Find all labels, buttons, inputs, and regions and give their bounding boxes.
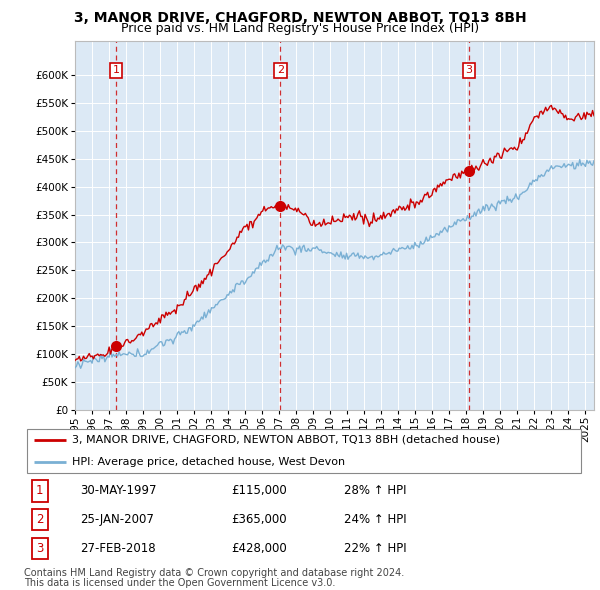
Text: £428,000: £428,000: [232, 542, 287, 555]
FancyBboxPatch shape: [27, 429, 581, 473]
Text: HPI: Average price, detached house, West Devon: HPI: Average price, detached house, West…: [71, 457, 345, 467]
Text: 30-MAY-1997: 30-MAY-1997: [80, 484, 157, 497]
Text: 28% ↑ HPI: 28% ↑ HPI: [344, 484, 406, 497]
Text: 3, MANOR DRIVE, CHAGFORD, NEWTON ABBOT, TQ13 8BH (detached house): 3, MANOR DRIVE, CHAGFORD, NEWTON ABBOT, …: [71, 435, 500, 445]
Text: £115,000: £115,000: [232, 484, 287, 497]
Text: 2: 2: [36, 513, 43, 526]
Text: 3: 3: [36, 542, 43, 555]
Text: 27-FEB-2018: 27-FEB-2018: [80, 542, 156, 555]
Text: 1: 1: [36, 484, 43, 497]
Text: Price paid vs. HM Land Registry's House Price Index (HPI): Price paid vs. HM Land Registry's House …: [121, 22, 479, 35]
Text: This data is licensed under the Open Government Licence v3.0.: This data is licensed under the Open Gov…: [24, 578, 335, 588]
Text: £365,000: £365,000: [232, 513, 287, 526]
Text: 24% ↑ HPI: 24% ↑ HPI: [344, 513, 406, 526]
Text: 22% ↑ HPI: 22% ↑ HPI: [344, 542, 406, 555]
Text: 1: 1: [113, 65, 119, 76]
Text: 25-JAN-2007: 25-JAN-2007: [80, 513, 154, 526]
Text: 2: 2: [277, 65, 284, 76]
Text: 3: 3: [466, 65, 473, 76]
Text: Contains HM Land Registry data © Crown copyright and database right 2024.: Contains HM Land Registry data © Crown c…: [24, 568, 404, 578]
Text: 3, MANOR DRIVE, CHAGFORD, NEWTON ABBOT, TQ13 8BH: 3, MANOR DRIVE, CHAGFORD, NEWTON ABBOT, …: [74, 11, 526, 25]
